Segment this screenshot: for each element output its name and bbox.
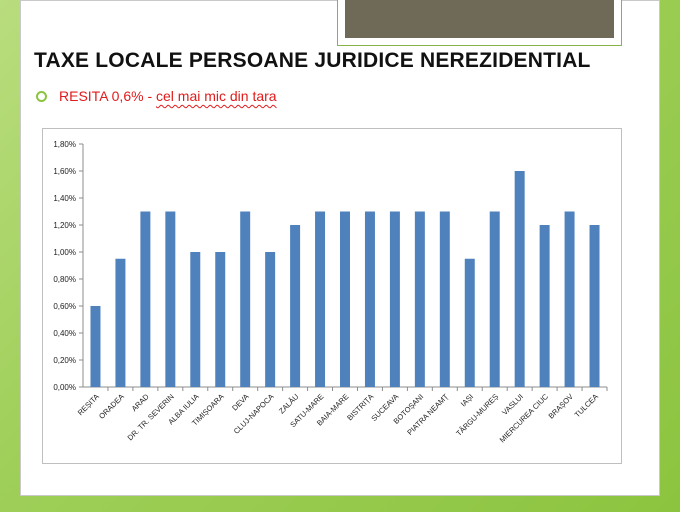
chart-container: 0,00% 0,20% 0,40% 0,60% 0,80% 1,00% 1,20% 1,40%… — [42, 128, 622, 464]
y-tick-label: 0,40% — [53, 329, 76, 338]
bar — [364, 211, 375, 387]
bar — [389, 211, 400, 387]
y-tick-label: 1,00% — [53, 248, 76, 257]
bar — [140, 211, 151, 387]
x-tick-label: ZALĂU — [277, 392, 300, 415]
bar — [290, 225, 301, 387]
header-decoration-block — [345, 0, 614, 38]
bar — [539, 225, 550, 387]
x-tick-label: BRAȘOV — [547, 392, 575, 420]
bullet-item: RESITA 0,6% - cel mai mic din tara — [36, 88, 277, 104]
y-tick-label: 1,40% — [53, 194, 76, 203]
bar — [464, 258, 475, 387]
bar — [240, 211, 251, 387]
x-tick-label: IAȘI — [459, 392, 475, 408]
bar — [315, 211, 326, 387]
y-tick-label: 1,80% — [53, 140, 76, 149]
y-tick-label: 0,20% — [53, 356, 76, 365]
bullet-text: RESITA 0,6% - cel mai mic din tara — [59, 88, 277, 104]
bar — [190, 252, 201, 387]
bar — [589, 225, 600, 387]
x-tick-label: TULCEA — [573, 392, 600, 419]
bar-chart: 0,00% 0,20% 0,40% 0,60% 0,80% 1,00% 1,20% 1,40%… — [53, 140, 608, 445]
bullet-prefix: RESITA 0,6% - — [59, 88, 156, 104]
bar — [514, 171, 525, 387]
bar — [215, 252, 226, 387]
y-tick-label: 1,60% — [53, 167, 76, 176]
slide-title: TAXE LOCALE PERSOANE JURIDICE NEREZIDENT… — [34, 49, 591, 72]
bar — [165, 211, 176, 387]
bar — [90, 306, 101, 387]
bar — [115, 258, 126, 387]
x-tick-label: ORADEA — [97, 392, 126, 421]
y-tick-label: 0,80% — [53, 275, 76, 284]
y-tick-label: 0,60% — [53, 302, 76, 311]
bar — [564, 211, 575, 387]
bullet-ring-icon — [36, 90, 47, 102]
bar — [414, 211, 425, 387]
bullet-emphasis: cel mai mic din tara — [156, 88, 277, 104]
y-tick-label: 1,20% — [53, 221, 76, 230]
bar — [439, 211, 450, 387]
y-tick-label: 0,00% — [53, 383, 76, 392]
bar — [340, 211, 350, 387]
x-tick-label: DEVA — [230, 392, 250, 412]
x-tick-label: MIERCUREA CIUC — [498, 392, 551, 445]
bar — [265, 252, 276, 387]
x-tick-label: ARAD — [130, 392, 152, 414]
bar — [489, 211, 500, 387]
